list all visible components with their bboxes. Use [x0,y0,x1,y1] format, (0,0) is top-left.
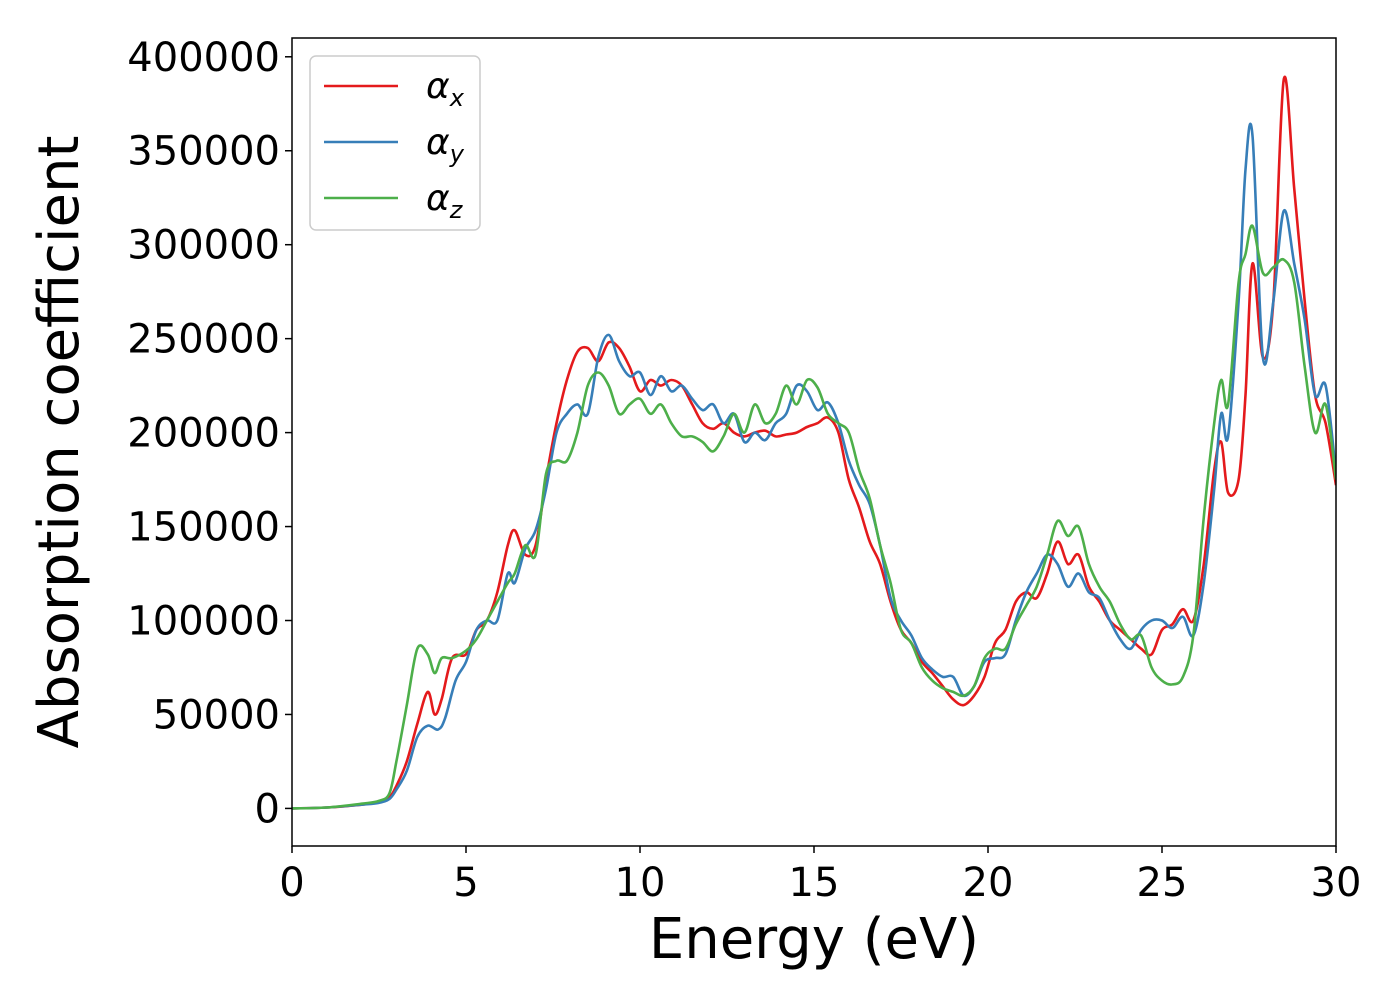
legend-label-x: αx [426,66,465,112]
legend-label-y: αy [426,122,465,168]
y-axis-label: Absorption coefficient [27,136,92,749]
x-tick-label: 20 [963,860,1014,906]
y-tick-label: 250000 [127,317,280,363]
series-line-x [292,75,1336,810]
x-tick-label: 0 [279,860,304,906]
y-axis-ticks: 0 50000 100000 150000 200000 250000 300000 3500… [127,35,292,832]
x-tick-label: 25 [1137,860,1188,906]
y-tick-label: 200000 [127,411,280,457]
y-tick-label: 300000 [127,223,280,269]
x-axis-label: Energy (eV) [649,907,979,972]
legend-label-z: αz [426,178,464,224]
y-tick-label: 0 [255,786,280,832]
x-tick-label: 10 [615,860,666,906]
y-tick-label: 150000 [127,505,280,551]
y-tick-label: 100000 [127,599,280,645]
x-axis-ticks: 0 5 10 15 20 25 30 [279,846,1361,906]
x-tick-label: 5 [453,860,478,906]
legend: αx αy αz [309,55,481,231]
x-tick-label: 30 [1311,860,1362,906]
series-layer [292,75,1336,810]
x-tick-label: 15 [789,860,840,906]
y-tick-label: 350000 [127,129,280,175]
y-tick-label: 50000 [153,692,280,738]
series-line-y [292,122,1336,810]
series-line-z [292,224,1336,810]
y-tick-label: 400000 [127,35,280,81]
